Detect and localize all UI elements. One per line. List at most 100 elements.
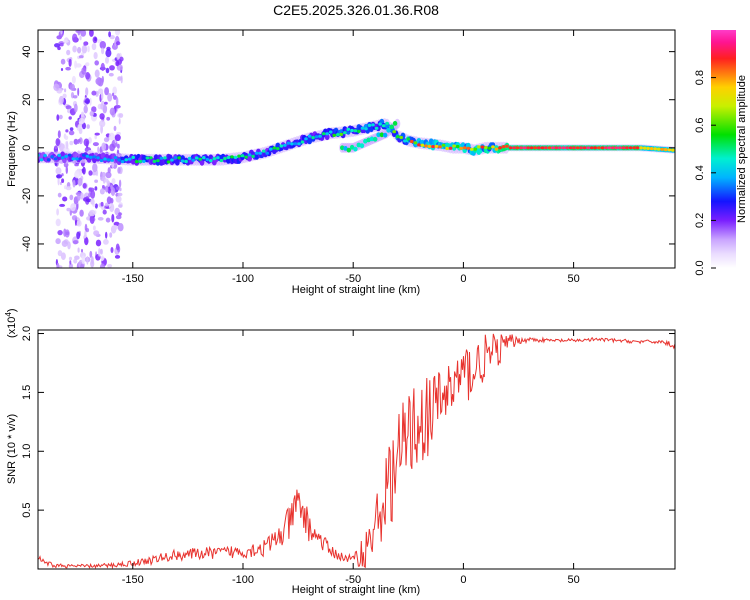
ridge-core — [572, 146, 576, 150]
ridge-core — [399, 135, 404, 140]
noise-blob — [55, 218, 61, 227]
ridge-core — [477, 145, 481, 149]
ridge-core — [230, 155, 234, 159]
noise-blob — [99, 120, 106, 128]
noise-blob — [58, 95, 64, 105]
ridge-core — [226, 155, 231, 160]
noise-blob — [118, 204, 123, 208]
ridge-core — [325, 132, 330, 136]
noise-blob — [78, 117, 85, 125]
ridge-core — [343, 131, 347, 135]
secondary-ridge-core — [366, 137, 371, 143]
noise-blob — [84, 230, 87, 239]
noise-blob — [115, 60, 120, 67]
noise-blob — [68, 130, 75, 136]
ridge-core — [547, 146, 552, 150]
noise-blob — [105, 56, 109, 64]
ridge-core — [374, 126, 379, 130]
ridge-core — [50, 155, 54, 159]
ridge-core — [311, 136, 315, 140]
noise-blob — [103, 137, 110, 143]
noise-blob — [68, 116, 72, 120]
noise-blob — [108, 72, 114, 77]
noise-blob — [106, 196, 112, 205]
ridge-core — [448, 146, 453, 150]
ridge-core — [332, 133, 337, 137]
ridge-core — [272, 146, 277, 150]
colorbar: 0.0 0.2 0.4 0.6 0.8 Normalized spectral ampl… — [694, 30, 748, 276]
noise-blob — [79, 209, 84, 217]
ridge-core — [339, 132, 344, 136]
ridge-core — [628, 146, 633, 150]
snr-x-tick-label: -150 — [122, 574, 144, 586]
ridge-core — [427, 144, 432, 148]
noise-blob — [69, 127, 74, 131]
noise-blob — [55, 138, 61, 147]
noise-blob — [78, 128, 83, 135]
noise-blob — [94, 132, 100, 136]
spectrogram-y-tick-label: 20 — [21, 94, 33, 106]
ridge-core — [420, 143, 425, 147]
noise-blob — [61, 173, 64, 177]
noise-blob — [66, 140, 69, 150]
ridge-core — [350, 128, 354, 133]
noise-blob — [111, 213, 115, 223]
ridge-core — [297, 142, 301, 146]
noise-blob — [69, 194, 74, 201]
noise-blob — [105, 231, 108, 239]
noise-blob — [95, 239, 102, 247]
ridge-core — [604, 146, 608, 150]
ridge-core — [138, 159, 143, 164]
ridge-core — [526, 146, 530, 150]
colorbar-tick-label: 0.4 — [694, 165, 706, 180]
noise-blob — [110, 247, 114, 253]
ridge-core — [78, 157, 83, 161]
secondary-ridge-core — [376, 132, 381, 138]
noise-blob — [100, 201, 104, 207]
noise-blob — [88, 170, 93, 176]
ridge-core — [64, 154, 68, 158]
noise-blob — [67, 241, 71, 250]
noise-blob — [86, 124, 90, 129]
colorbar-gradient — [711, 30, 736, 268]
ridge-core — [579, 146, 583, 150]
colorbar-tick-label: 0.6 — [694, 118, 706, 133]
ridge-core — [558, 146, 562, 150]
noise-blob — [55, 238, 61, 245]
noise-blob — [92, 163, 98, 173]
noise-blob — [73, 258, 78, 264]
noise-blob — [85, 87, 89, 96]
ridge-core — [445, 146, 449, 151]
colorbar-tick-label: 0.2 — [694, 213, 706, 228]
spectrogram-y-axis-label: Frequency (Hz) — [6, 111, 18, 187]
noise-blob — [109, 107, 116, 116]
ridge-outer — [324, 133, 330, 141]
noise-blob — [56, 208, 59, 216]
ridge-core — [336, 133, 340, 137]
ridge-core — [117, 158, 121, 162]
ridge-core — [632, 146, 636, 150]
noise-blob — [63, 147, 70, 153]
ridge-core — [145, 156, 150, 160]
noise-blob — [57, 130, 61, 139]
ridge-core — [582, 146, 587, 150]
noise-blob — [116, 186, 120, 190]
noise-blob — [103, 239, 109, 245]
noise-blob — [60, 30, 63, 35]
snr-x-tick-label: -50 — [345, 574, 361, 586]
noise-blob — [101, 256, 105, 260]
ridge-core — [166, 160, 171, 164]
ridge-core — [120, 160, 125, 164]
ridge-core — [261, 149, 266, 153]
colorbar-label: Normalized spectral amplitude — [736, 75, 748, 223]
noise-blob — [77, 247, 80, 253]
noise-blob — [56, 262, 60, 268]
ridge-core — [455, 144, 460, 149]
noise-blob — [72, 95, 78, 99]
noise-blob — [104, 87, 109, 96]
ridge-core — [240, 154, 245, 158]
noise-blob — [81, 67, 87, 75]
ridge-core — [568, 146, 573, 150]
ridge-core — [321, 132, 326, 136]
noise-blob — [82, 183, 87, 189]
